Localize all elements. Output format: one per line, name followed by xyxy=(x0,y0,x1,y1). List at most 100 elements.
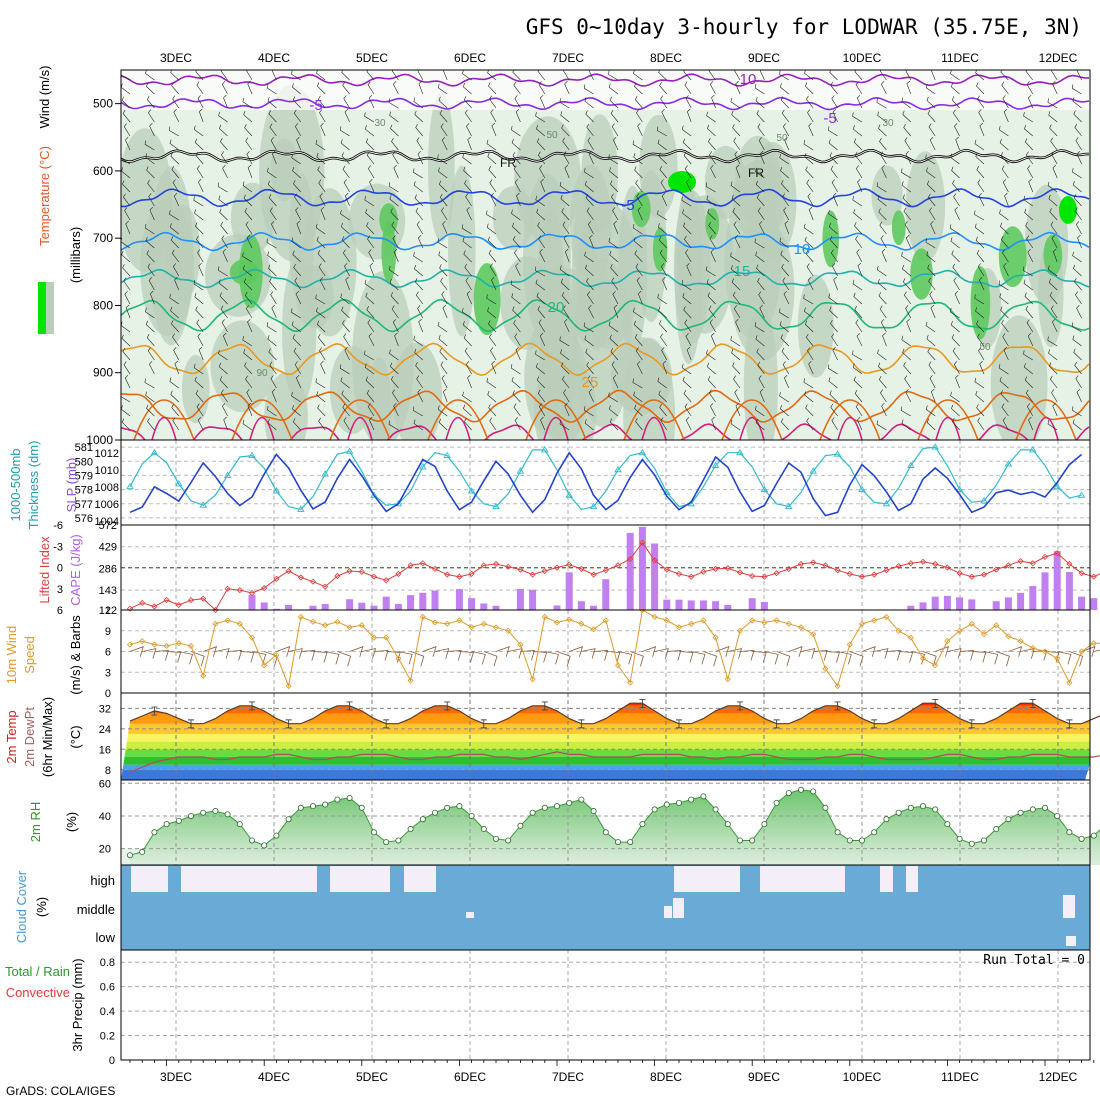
cape-bar xyxy=(419,592,427,610)
wind-barb xyxy=(535,363,545,375)
wind-barb xyxy=(536,125,545,137)
lifted-index-marker xyxy=(846,570,853,577)
wind-speed-marker xyxy=(395,655,402,662)
wind-barb xyxy=(220,305,228,319)
wind-barb xyxy=(415,362,424,375)
wind-barb xyxy=(586,123,594,137)
wind-barb xyxy=(172,95,180,109)
wind-speed-marker xyxy=(1066,679,1073,686)
thickness-marker xyxy=(150,448,159,456)
wind-barb xyxy=(684,403,692,417)
wind-barb xyxy=(807,193,814,207)
wind-barb xyxy=(462,308,472,319)
wind-barb xyxy=(169,139,179,151)
wind-barb xyxy=(876,182,887,193)
wind-barb xyxy=(975,307,985,319)
ylabel-cloud-1: Cloud Cover xyxy=(14,870,29,943)
lifted-index-marker xyxy=(834,567,841,574)
wind-speed-marker xyxy=(761,619,768,626)
rh-grid xyxy=(121,780,1090,865)
surface-temp-contour xyxy=(739,416,765,440)
wind-barb xyxy=(855,235,863,249)
minmax-whisker xyxy=(480,719,487,729)
wind-barb-10m xyxy=(312,651,328,663)
wind-barb xyxy=(951,96,960,109)
wind-barb xyxy=(709,81,716,95)
wind-barb xyxy=(536,138,546,151)
wind-barb xyxy=(437,83,448,95)
wind-barb xyxy=(780,418,790,431)
wind-barb xyxy=(906,80,912,95)
lifted-index-marker xyxy=(261,584,268,592)
wind-barb xyxy=(926,251,936,263)
wind-barb xyxy=(1073,194,1082,207)
wind-speed-marker xyxy=(602,617,609,624)
lifted-index-marker xyxy=(627,555,634,563)
wind-barb xyxy=(632,224,643,235)
date-label-bottom: 10DEC xyxy=(843,1070,882,1084)
wind-barb xyxy=(1026,403,1034,417)
wind-barb xyxy=(707,208,716,221)
wind-barb xyxy=(807,109,814,123)
wind-barb-10m xyxy=(1044,651,1060,663)
wind-barb xyxy=(342,403,350,417)
wind-barb xyxy=(854,151,863,165)
wind-barb xyxy=(686,262,692,277)
wind-barb xyxy=(486,377,497,389)
wind-barb xyxy=(735,164,741,179)
wind-barb xyxy=(686,108,692,123)
rh-2m-marker xyxy=(273,832,280,839)
wind-barb xyxy=(442,70,448,81)
lifted-index-marker xyxy=(932,560,939,568)
wind-barb xyxy=(951,166,960,179)
lifted-index-marker xyxy=(602,567,609,574)
wind-barb xyxy=(364,125,375,137)
wind-barb xyxy=(486,223,497,235)
wind-barb xyxy=(196,235,204,249)
wind-barb xyxy=(683,151,692,165)
wind-barb xyxy=(976,166,985,179)
wind-barb xyxy=(293,180,302,193)
temperature-contour-label: FR xyxy=(500,156,516,170)
cape-bar xyxy=(1004,597,1012,610)
wind-barb xyxy=(315,140,326,151)
wind-barb xyxy=(148,109,155,123)
wind-barb xyxy=(756,110,765,123)
wind-speed-marker xyxy=(639,606,646,614)
rh-contour-fill xyxy=(121,70,1090,440)
wind-barb xyxy=(1025,70,1034,81)
wind-barb xyxy=(220,221,228,235)
li-tick-label: -6 xyxy=(53,520,63,532)
cape-bar xyxy=(699,600,707,610)
wind-barb xyxy=(221,81,228,95)
wind-barb xyxy=(559,181,570,193)
wind-barb xyxy=(856,249,863,263)
lifted-index-marker xyxy=(810,559,817,566)
wind-barb xyxy=(831,179,838,193)
wind-barb xyxy=(196,403,204,417)
rh-2m-marker xyxy=(248,837,255,844)
wind-barb xyxy=(657,293,667,305)
wind-barb xyxy=(535,112,545,123)
wind-barb xyxy=(977,333,985,347)
precip-panel: 0.80.60.40.20 Run Total = 0 Total / Rain… xyxy=(5,949,1091,1067)
wind-barb xyxy=(413,335,423,347)
rh-2m-marker xyxy=(236,821,243,828)
rh-2m-marker xyxy=(602,829,609,836)
wind-barb xyxy=(804,307,814,319)
wind-barb xyxy=(366,70,375,81)
wind-barb xyxy=(1003,346,1009,361)
wind-barb xyxy=(1072,97,1082,109)
rh-2m-marker xyxy=(737,837,744,844)
wind-barb xyxy=(489,95,497,109)
wind-barb xyxy=(900,406,911,417)
ylabel-wind-3: (m/s) & Barbs xyxy=(68,615,83,695)
thickness-tick-label: 576 xyxy=(75,513,93,525)
cape-bar xyxy=(492,605,500,610)
cape-bar xyxy=(431,590,439,610)
wind-barb xyxy=(418,318,424,333)
wind-barb xyxy=(341,152,350,165)
wind-barb xyxy=(222,164,228,179)
wind-barb xyxy=(633,320,643,333)
wind-barb xyxy=(467,374,472,389)
